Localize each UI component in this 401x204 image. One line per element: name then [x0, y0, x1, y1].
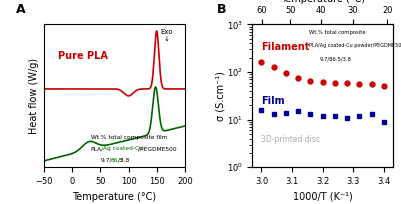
- Text: 9.7/: 9.7/: [100, 157, 112, 163]
- X-axis label: Temperature (°C): Temperature (°C): [281, 0, 365, 4]
- Y-axis label: Heat flow (W/g): Heat flow (W/g): [28, 58, 38, 134]
- Y-axis label: σ (S.cm⁻¹): σ (S.cm⁻¹): [215, 71, 225, 121]
- Text: PLA/Ag coated-Cu powder/PEGDME500: PLA/Ag coated-Cu powder/PEGDME500: [309, 43, 401, 48]
- Text: /PEGDME500: /PEGDME500: [138, 146, 177, 151]
- Text: B: B: [217, 3, 227, 16]
- Text: Wt.% total composite film: Wt.% total composite film: [91, 135, 167, 140]
- Text: 3D-printed disc: 3D-printed disc: [261, 135, 320, 144]
- Text: A: A: [16, 3, 26, 16]
- Text: 9.7/86.5/3.8: 9.7/86.5/3.8: [320, 56, 352, 61]
- Text: Pure PLA: Pure PLA: [58, 51, 108, 61]
- Text: Ag coated-Cu: Ag coated-Cu: [103, 146, 143, 151]
- Text: Filament: Filament: [261, 42, 309, 52]
- Text: PLA/: PLA/: [91, 146, 103, 151]
- X-axis label: 1000/T (K⁻¹): 1000/T (K⁻¹): [293, 192, 352, 202]
- Text: Film: Film: [261, 96, 284, 106]
- Text: Wt.% total composite: Wt.% total composite: [309, 30, 365, 35]
- Text: /3.8: /3.8: [118, 157, 130, 163]
- X-axis label: Temperature (°C): Temperature (°C): [73, 192, 156, 202]
- Text: 86.5: 86.5: [110, 157, 123, 163]
- Text: Exo
↓: Exo ↓: [160, 29, 173, 42]
